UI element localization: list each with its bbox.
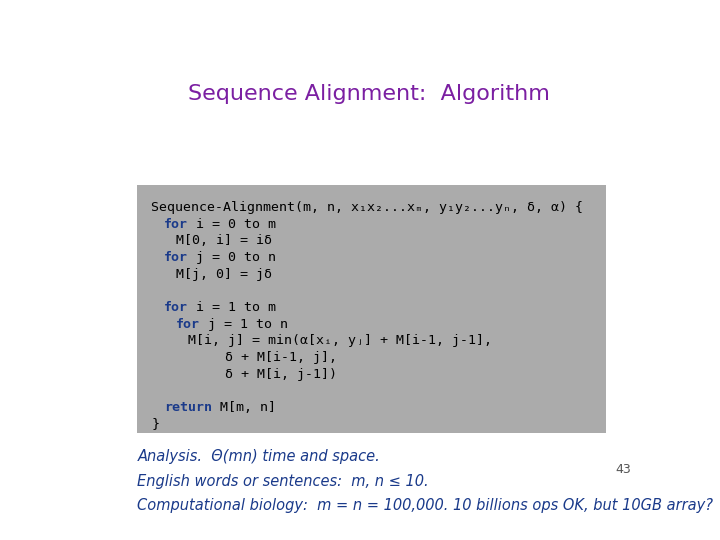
Text: M[j, 0] = jδ: M[j, 0] = jδ [176, 268, 272, 281]
Text: English words or sentences:  m, n ≤ 10.: English words or sentences: m, n ≤ 10. [138, 474, 429, 489]
Text: i = 1 to m: i = 1 to m [188, 301, 276, 314]
Text: 43: 43 [616, 463, 631, 476]
Text: return: return [163, 401, 212, 414]
FancyBboxPatch shape [138, 185, 606, 433]
Text: for: for [163, 218, 188, 231]
Text: for: for [163, 301, 188, 314]
Text: for: for [176, 318, 200, 330]
Text: Computational biology:  m = n = 100,000. 10 billions ops OK, but 10GB array?: Computational biology: m = n = 100,000. … [138, 498, 714, 512]
Text: i = 0 to m: i = 0 to m [188, 218, 276, 231]
Text: Analysis.  Θ(mn) time and space.: Analysis. Θ(mn) time and space. [138, 449, 380, 464]
Text: Sequence-Alignment(m, n, x₁x₂...xₘ, y₁y₂...yₙ, δ, α) {: Sequence-Alignment(m, n, x₁x₂...xₘ, y₁y₂… [151, 201, 583, 214]
Text: M[i, j] = min(α[xᵢ, yⱼ] + M[i-1, j-1],: M[i, j] = min(α[xᵢ, yⱼ] + M[i-1, j-1], [188, 334, 492, 347]
Text: δ + M[i-1, j],: δ + M[i-1, j], [225, 351, 337, 364]
Text: M[0, i] = iδ: M[0, i] = iδ [176, 234, 272, 247]
Text: Sequence Alignment:  Algorithm: Sequence Alignment: Algorithm [188, 84, 550, 104]
Text: δ + M[i, j-1]): δ + M[i, j-1]) [225, 368, 337, 381]
Text: j = 1 to n: j = 1 to n [200, 318, 288, 330]
Text: }: } [151, 417, 159, 430]
Text: for: for [163, 251, 188, 264]
Text: j = 0 to n: j = 0 to n [188, 251, 276, 264]
Text: M[m, n]: M[m, n] [212, 401, 276, 414]
